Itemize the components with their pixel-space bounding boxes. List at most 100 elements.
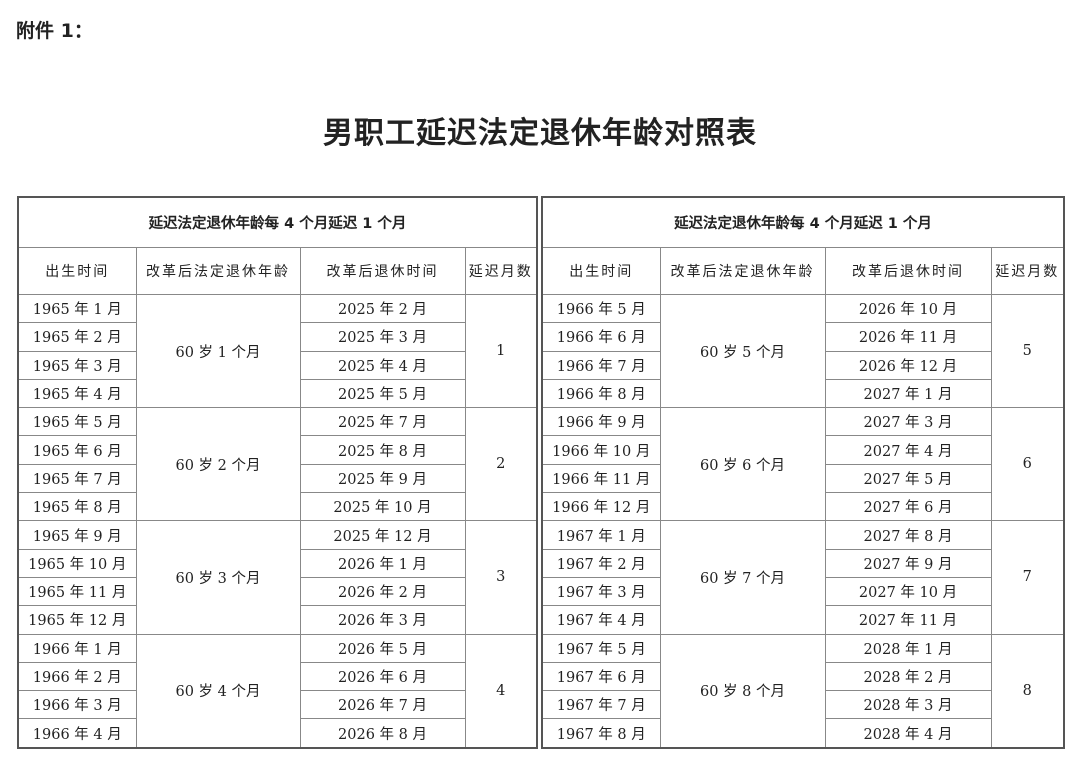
- table-row: 1967 年 4 月 2027 年 11 月: [541, 605, 1064, 635]
- birth-date-cell: 1965 年 11 月: [17, 576, 137, 607]
- delay-months-cell: 5: [990, 293, 1065, 409]
- column-header-delay-months: 延迟月数: [464, 247, 538, 295]
- retirement-age-cell: 60 岁 7 个月: [659, 520, 826, 635]
- table-row: 1965 年 11 月 2026 年 2 月: [17, 576, 537, 607]
- retirement-date-cell: 2025 年 4 月: [299, 350, 466, 380]
- table-row: 1967 年 6 月 2028 年 2 月: [541, 661, 1064, 692]
- retirement-age-cell: 60 岁 2 个月: [135, 407, 301, 522]
- document-title: 男职工延迟法定退休年龄对照表: [323, 116, 757, 151]
- retirement-table-left: 延迟法定退休年龄每 4 个月延迟 1 个月 出生时间 改革后法定退休年龄 改革后退休时…: [17, 196, 538, 749]
- retirement-date-cell: 2025 年 9 月: [299, 463, 466, 494]
- birth-date-cell: 1966 年 1 月: [17, 633, 137, 663]
- birth-date-cell: 1967 年 8 月: [541, 718, 661, 749]
- birth-date-cell: 1966 年 9 月: [541, 407, 661, 437]
- retirement-date-cell: 2026 年 10 月: [824, 293, 992, 324]
- retirement-date-cell: 2025 年 8 月: [299, 435, 466, 465]
- birth-date-cell: 1966 年 3 月: [17, 690, 137, 720]
- birth-date-cell: 1967 年 2 月: [541, 548, 661, 578]
- birth-date-cell: 1965 年 3 月: [17, 350, 137, 380]
- retirement-date-cell: 2027 年 8 月: [824, 520, 992, 550]
- table-row: 1966 年 7 月 2026 年 12 月: [541, 350, 1064, 380]
- table-row: 1965 年 3 月 2025 年 4 月: [17, 350, 537, 380]
- birth-date-cell: 1966 年 12 月: [541, 492, 661, 522]
- caption-row: 延迟法定退休年龄每 4 个月延迟 1 个月: [17, 196, 538, 248]
- birth-date-cell: 1966 年 7 月: [541, 350, 661, 380]
- table-row: 1965 年 10 月 2026 年 1 月: [17, 548, 537, 578]
- birth-date-cell: 1966 年 2 月: [17, 661, 137, 692]
- table-row: 1966 年 6 月 2026 年 11 月: [541, 322, 1064, 352]
- birth-date-cell: 1965 年 9 月: [17, 520, 137, 550]
- delay-months-cell: 8: [990, 633, 1065, 749]
- column-header-delay-months: 延迟月数: [990, 247, 1065, 295]
- retirement-date-cell: 2027 年 10 月: [824, 576, 992, 607]
- column-header-retirement-date: 改革后退休时间: [299, 247, 466, 295]
- birth-date-cell: 1965 年 10 月: [17, 548, 137, 578]
- retirement-date-cell: 2025 年 12 月: [299, 520, 466, 550]
- birth-date-cell: 1965 年 2 月: [17, 322, 137, 352]
- header-row: 出生时间 改革后法定退休年龄 改革后退休时间 延迟月数: [541, 247, 1065, 295]
- retirement-date-cell: 2026 年 11 月: [824, 322, 992, 352]
- birth-date-cell: 1967 年 3 月: [541, 576, 661, 607]
- birth-date-cell: 1965 年 12 月: [17, 605, 137, 635]
- birth-date-cell: 1965 年 6 月: [17, 435, 137, 465]
- retirement-date-cell: 2025 年 2 月: [299, 293, 466, 324]
- retirement-age-cell: 60 岁 3 个月: [135, 520, 301, 635]
- table-row: 1967 年 2 月 2027 年 9 月: [541, 548, 1064, 578]
- retirement-date-cell: 2025 年 5 月: [299, 378, 466, 409]
- retirement-date-cell: 2027 年 5 月: [824, 463, 992, 494]
- birth-date-cell: 1965 年 4 月: [17, 378, 137, 409]
- birth-date-cell: 1967 年 1 月: [541, 520, 661, 550]
- delay-months-cell: 2: [464, 407, 538, 522]
- retirement-date-cell: 2027 年 6 月: [824, 492, 992, 522]
- retirement-date-cell: 2028 年 3 月: [824, 690, 992, 720]
- header-row: 出生时间 改革后法定退休年龄 改革后退休时间 延迟月数: [17, 247, 538, 295]
- table-caption: 延迟法定退休年龄每 4 个月延迟 1 个月: [541, 196, 1065, 248]
- retirement-date-cell: 2028 年 1 月: [824, 633, 992, 663]
- table-row: 1965 年 4 月 2025 年 5 月: [17, 378, 537, 409]
- table-row: 1966 年 3 月 2026 年 7 月: [17, 690, 537, 720]
- birth-date-cell: 1965 年 7 月: [17, 463, 137, 494]
- retirement-date-cell: 2026 年 3 月: [299, 605, 466, 635]
- retirement-date-cell: 2027 年 11 月: [824, 605, 992, 635]
- retirement-date-cell: 2026 年 7 月: [299, 690, 466, 720]
- retirement-table-right: 延迟法定退休年龄每 4 个月延迟 1 个月 出生时间 改革后法定退休年龄 改革后退休时…: [541, 196, 1065, 749]
- retirement-age-cell: 60 岁 4 个月: [135, 633, 301, 749]
- retirement-date-cell: 2026 年 6 月: [299, 661, 466, 692]
- retirement-date-cell: 2027 年 1 月: [824, 378, 992, 409]
- retirement-date-cell: 2026 年 2 月: [299, 576, 466, 607]
- column-header-retirement-age: 改革后法定退休年龄: [135, 247, 301, 295]
- retirement-age-cell: 60 岁 1 个月: [135, 293, 301, 409]
- retirement-date-cell: 2026 年 8 月: [299, 718, 466, 749]
- column-header-retirement-date: 改革后退休时间: [824, 247, 992, 295]
- attachment-label: 附件 1：: [16, 20, 93, 42]
- retirement-date-cell: 2028 年 2 月: [824, 661, 992, 692]
- table-row: 1966 年 10 月 2027 年 4 月: [541, 435, 1064, 465]
- delay-months-cell: 4: [464, 633, 538, 749]
- birth-date-cell: 1965 年 5 月: [17, 407, 137, 437]
- birth-date-cell: 1966 年 4 月: [17, 718, 137, 749]
- table-row: 1967 年 3 月 2027 年 10 月: [541, 576, 1064, 607]
- table-row: 1965 年 2 月 2025 年 3 月: [17, 322, 537, 352]
- table-row: 1965 年 7 月 2025 年 9 月: [17, 463, 537, 494]
- table-row: 1966 年 2 月 2026 年 6 月: [17, 661, 537, 692]
- retirement-date-cell: 2025 年 3 月: [299, 322, 466, 352]
- table-caption: 延迟法定退休年龄每 4 个月延迟 1 个月: [17, 196, 538, 248]
- birth-date-cell: 1966 年 5 月: [541, 293, 661, 324]
- birth-date-cell: 1966 年 10 月: [541, 435, 661, 465]
- retirement-date-cell: 2025 年 7 月: [299, 407, 466, 437]
- table-row: 1966 年 11 月 2027 年 5 月: [541, 463, 1064, 494]
- birth-date-cell: 1966 年 8 月: [541, 378, 661, 409]
- birth-date-cell: 1967 年 6 月: [541, 661, 661, 692]
- delay-months-cell: 7: [990, 520, 1065, 635]
- retirement-date-cell: 2026 年 12 月: [824, 350, 992, 380]
- retirement-age-cell: 60 岁 6 个月: [659, 407, 826, 522]
- retirement-date-cell: 2027 年 9 月: [824, 548, 992, 578]
- retirement-date-cell: 2027 年 3 月: [824, 407, 992, 437]
- retirement-date-cell: 2025 年 10 月: [299, 492, 466, 522]
